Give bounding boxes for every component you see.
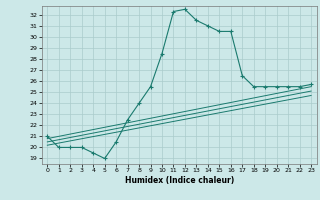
X-axis label: Humidex (Indice chaleur): Humidex (Indice chaleur) — [124, 176, 234, 185]
